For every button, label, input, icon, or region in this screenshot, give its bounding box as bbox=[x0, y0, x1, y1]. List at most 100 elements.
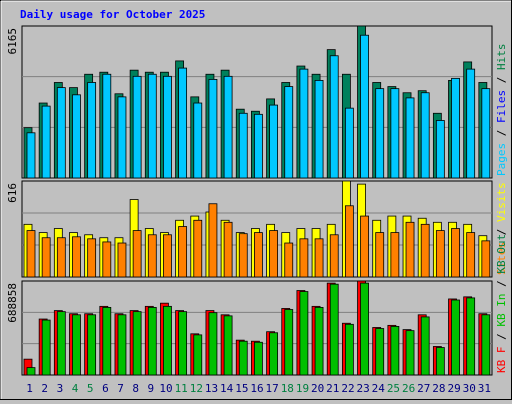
legend-entry: KB Out bbox=[495, 234, 508, 274]
bar bbox=[41, 105, 51, 179]
bar bbox=[193, 334, 203, 376]
bar bbox=[56, 87, 66, 179]
x-tick-label: 5 bbox=[87, 382, 94, 395]
bar bbox=[314, 238, 324, 278]
x-tick-label: 8 bbox=[132, 382, 139, 395]
bar bbox=[299, 291, 309, 376]
legend-separator: / bbox=[495, 222, 508, 242]
bar bbox=[223, 315, 233, 376]
bar bbox=[56, 311, 66, 376]
x-tick-label: 12 bbox=[190, 382, 203, 395]
legend-entry: Pages bbox=[495, 143, 508, 176]
x-tick-label: 14 bbox=[220, 382, 234, 395]
bar bbox=[375, 88, 385, 179]
bar bbox=[481, 314, 491, 376]
bar bbox=[238, 340, 248, 376]
bar bbox=[254, 113, 263, 179]
x-tick-label: 28 bbox=[432, 382, 445, 395]
x-tick-label: 7 bbox=[117, 382, 124, 395]
bar bbox=[405, 97, 415, 179]
bar bbox=[56, 237, 66, 278]
bar bbox=[72, 314, 81, 376]
bar bbox=[132, 75, 142, 179]
bar bbox=[420, 223, 430, 278]
bar bbox=[238, 233, 248, 278]
legend-separator: / bbox=[495, 70, 508, 90]
bar bbox=[481, 240, 491, 278]
bar bbox=[451, 228, 460, 278]
bar bbox=[87, 314, 97, 376]
bar bbox=[163, 305, 172, 376]
bar bbox=[451, 299, 460, 376]
x-tick-label: 9 bbox=[148, 382, 155, 395]
bar bbox=[102, 241, 112, 278]
y-tick-label: 6165 bbox=[6, 28, 19, 55]
x-tick-label: 13 bbox=[205, 382, 218, 395]
bar bbox=[329, 55, 339, 179]
legend: KB F / KB In / KB Out bbox=[495, 234, 508, 373]
bar bbox=[329, 234, 339, 278]
x-tick-label: 15 bbox=[235, 382, 248, 395]
legend: Sites / Visits bbox=[495, 182, 508, 275]
x-tick-label: 25 bbox=[387, 382, 400, 395]
x-tick-label: 27 bbox=[417, 382, 430, 395]
bar bbox=[208, 79, 218, 179]
chart-title: Daily usage for October 2025 bbox=[20, 8, 205, 21]
bar bbox=[481, 88, 491, 179]
bar bbox=[405, 330, 415, 376]
bar bbox=[26, 367, 36, 376]
bar bbox=[72, 94, 81, 179]
bar bbox=[435, 120, 445, 179]
x-tick-label: 21 bbox=[326, 382, 339, 395]
bar bbox=[344, 205, 354, 278]
bar bbox=[41, 237, 51, 278]
legend-separator: / bbox=[495, 123, 508, 143]
bar bbox=[284, 86, 294, 179]
legend: Pages / Files / Hits bbox=[495, 44, 508, 177]
x-tick-label: 11 bbox=[175, 382, 188, 395]
bar bbox=[375, 232, 385, 278]
bar bbox=[299, 68, 309, 179]
legend-entry: KB F bbox=[495, 347, 508, 374]
x-tick-label: 23 bbox=[357, 382, 370, 395]
bar bbox=[132, 230, 142, 278]
bar bbox=[117, 242, 127, 278]
x-tick-label: 6 bbox=[102, 382, 109, 395]
bar bbox=[223, 221, 233, 278]
x-tick-label: 16 bbox=[250, 382, 263, 395]
bar bbox=[163, 75, 172, 179]
legend-entry: Sites bbox=[495, 242, 508, 275]
bar bbox=[390, 88, 400, 179]
bar bbox=[360, 34, 369, 179]
bar bbox=[178, 311, 188, 376]
bar bbox=[147, 307, 157, 376]
bar bbox=[193, 102, 203, 179]
bar bbox=[451, 77, 460, 179]
bar bbox=[329, 283, 339, 376]
bar bbox=[132, 311, 142, 376]
bar bbox=[284, 242, 294, 278]
x-tick-label: 4 bbox=[72, 382, 79, 395]
bar bbox=[299, 238, 309, 278]
bar bbox=[223, 75, 233, 179]
legend-separator: / bbox=[495, 274, 508, 294]
bar bbox=[405, 221, 415, 278]
bar bbox=[147, 73, 157, 179]
bar bbox=[87, 238, 97, 278]
legend-entry: Visits bbox=[495, 182, 508, 222]
bar bbox=[375, 328, 385, 376]
bar bbox=[117, 314, 127, 376]
x-tick-label: 17 bbox=[266, 382, 279, 395]
bar bbox=[314, 307, 324, 376]
x-tick-label: 19 bbox=[296, 382, 309, 395]
bar bbox=[390, 326, 400, 376]
x-tick-label: 10 bbox=[159, 382, 172, 395]
bar bbox=[269, 104, 278, 179]
bar bbox=[26, 132, 36, 179]
bar bbox=[344, 107, 354, 179]
bar bbox=[178, 67, 188, 179]
x-tick-label: 18 bbox=[281, 382, 294, 395]
bar bbox=[360, 282, 369, 376]
